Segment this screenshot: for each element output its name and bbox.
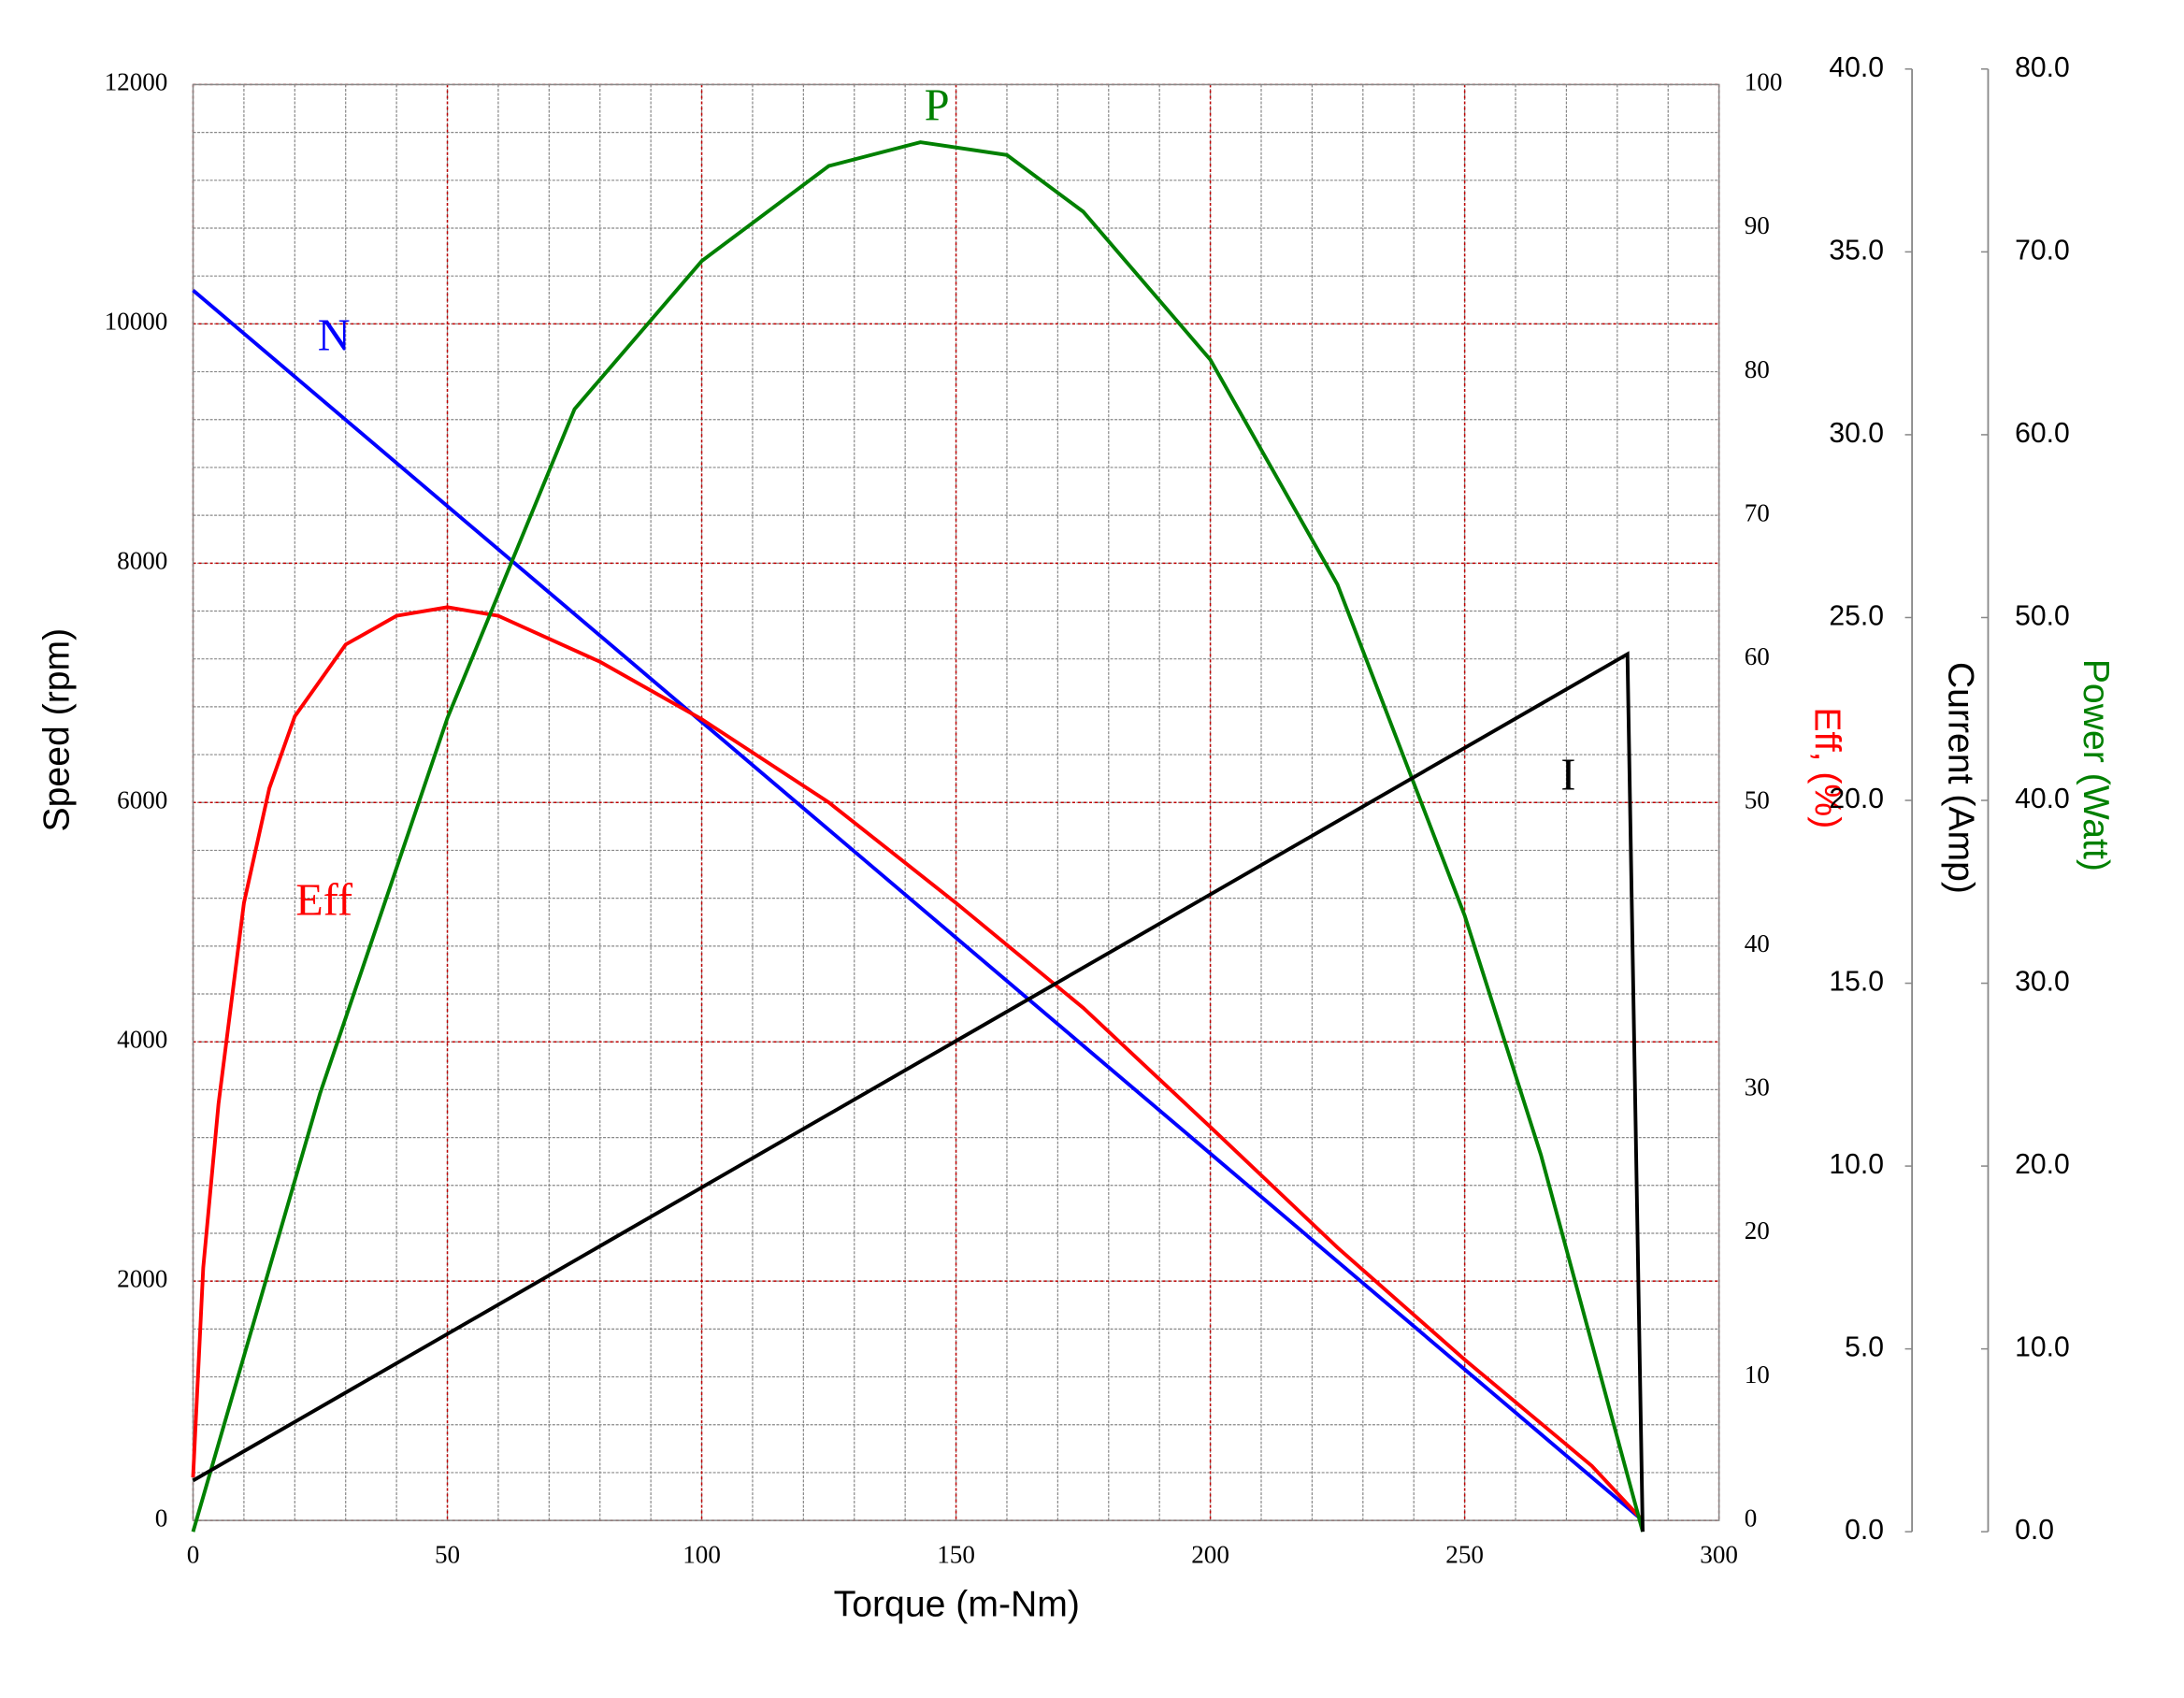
y4-axis-title: Power (Watt) bbox=[2076, 659, 2116, 871]
x-tick-label: 300 bbox=[1700, 1541, 1738, 1569]
y4-tick-label: 20.0 bbox=[2015, 1149, 2070, 1180]
y-tick-label: 4000 bbox=[117, 1025, 167, 1053]
y4-tick-label: 30.0 bbox=[2015, 967, 2070, 998]
y3-tick-label: 5.0 bbox=[1845, 1332, 1884, 1363]
y3-tick-label: 30.0 bbox=[1829, 418, 1884, 449]
plot-frame bbox=[192, 83, 1720, 1521]
series-label: P bbox=[925, 81, 950, 131]
series-line bbox=[191, 605, 1645, 1522]
y-tick-label: 10000 bbox=[105, 308, 168, 336]
y4-tick-label: 50.0 bbox=[2015, 600, 2070, 631]
y-axis-title: Speed (rpm) bbox=[37, 628, 78, 832]
x-tick-label: 200 bbox=[1191, 1541, 1229, 1569]
y2-tick-label: 40 bbox=[1745, 929, 1770, 957]
x-tick-label: 50 bbox=[435, 1541, 460, 1569]
x-tick-label: 0 bbox=[187, 1541, 200, 1569]
x-axis-title: Torque (m-Nm) bbox=[834, 1584, 1080, 1624]
y4-tick-label: 10.0 bbox=[2015, 1332, 2070, 1363]
y2-tick-label: 70 bbox=[1745, 498, 1770, 526]
y3-tick-label: 0.0 bbox=[1845, 1515, 1884, 1546]
y2-tick-label: 20 bbox=[1745, 1216, 1770, 1245]
y2-tick-label: 10 bbox=[1745, 1360, 1770, 1389]
y2-tick-label: 50 bbox=[1745, 785, 1770, 813]
x-tick-label: 100 bbox=[682, 1541, 721, 1569]
y3-tick-label: 40.0 bbox=[1829, 52, 1884, 83]
y-tick-label: 8000 bbox=[117, 547, 167, 575]
series-label: I bbox=[1560, 750, 1575, 799]
y3-tick-label: 10.0 bbox=[1829, 1149, 1884, 1180]
y4-tick-label: 80.0 bbox=[2015, 52, 2070, 83]
y2-tick-label: 80 bbox=[1745, 355, 1770, 383]
series-line bbox=[192, 289, 1645, 1522]
series-line bbox=[192, 651, 1645, 1533]
y3-tick-label: 35.0 bbox=[1829, 235, 1884, 266]
x-tick-label: 150 bbox=[937, 1541, 975, 1569]
y-tick-label: 0 bbox=[155, 1504, 168, 1532]
x-tick-label: 250 bbox=[1445, 1541, 1484, 1569]
y3-tick-label: 15.0 bbox=[1829, 967, 1884, 998]
y4-tick-label: 60.0 bbox=[2015, 418, 2070, 449]
y2-tick-label: 0 bbox=[1745, 1504, 1758, 1532]
y2-tick-label: 100 bbox=[1745, 68, 1783, 96]
y-tick-label: 12000 bbox=[105, 68, 168, 96]
y-tick-label: 2000 bbox=[117, 1264, 167, 1292]
y4-tick-label: 40.0 bbox=[2015, 784, 2070, 814]
y2-tick-label: 60 bbox=[1745, 642, 1770, 670]
series-label: Eff bbox=[295, 876, 353, 926]
y3-tick-label: 25.0 bbox=[1829, 600, 1884, 631]
y4-tick-label: 70.0 bbox=[2015, 235, 2070, 266]
y2-axis-title: Eff, (%) bbox=[1806, 707, 1846, 828]
y2-tick-label: 30 bbox=[1745, 1073, 1770, 1101]
series-line bbox=[191, 140, 1645, 1533]
y2-tick-label: 90 bbox=[1745, 211, 1770, 239]
y3-axis-title: Current (Amp) bbox=[1940, 662, 1980, 894]
y-tick-label: 6000 bbox=[117, 785, 167, 813]
series-label: N bbox=[318, 310, 351, 360]
y4-tick-label: 0.0 bbox=[2015, 1515, 2054, 1546]
y3-tick-label: 20.0 bbox=[1829, 784, 1884, 814]
